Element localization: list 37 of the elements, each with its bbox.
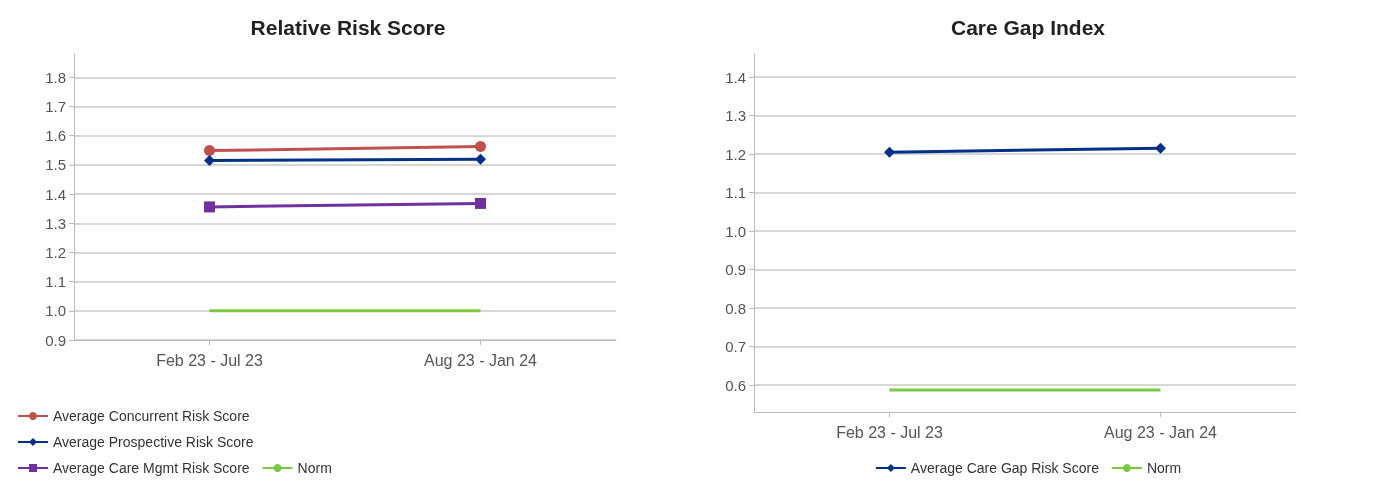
x-tick-label: Feb 23 - Jul 23 <box>836 423 943 441</box>
chart-title: Care Gap Index <box>950 16 1106 39</box>
y-tick-label: 1.7 <box>45 98 66 116</box>
point <box>475 153 486 165</box>
y-tick-label: 0.6 <box>725 376 746 394</box>
y-tick-label: 1.3 <box>725 107 746 125</box>
y-tick-label: 1.8 <box>45 68 66 86</box>
y-tick-label: 1.5 <box>45 156 66 174</box>
legend-label: Average Care Mgmt Risk Score <box>53 460 250 476</box>
point <box>475 141 486 153</box>
y-tick-label: 0.8 <box>725 299 746 317</box>
point <box>204 155 215 167</box>
x-tick-label: Aug 23 - Jan 24 <box>424 351 538 369</box>
point <box>475 197 486 209</box>
y-tick-label: 0.7 <box>725 338 746 356</box>
legend-label: Norm <box>297 460 332 476</box>
legend-label: Average Concurrent Risk Score <box>53 408 250 424</box>
legend-label: Average Prospective Risk Score <box>53 434 254 450</box>
y-tick-label: 1.6 <box>45 127 66 145</box>
y-tick-label: 0.9 <box>45 331 66 349</box>
y-tick-label: 1.2 <box>725 145 746 163</box>
x-tick-label: Feb 23 - Jul 23 <box>156 351 263 369</box>
point <box>204 145 215 157</box>
legend-label: Average Care Gap Risk Score <box>910 460 1100 476</box>
chart-title: Relative Risk Score <box>250 16 446 39</box>
y-tick-label: 1.3 <box>45 214 66 232</box>
y-tick-label: 1.1 <box>45 273 66 291</box>
y-tick-label: 1.0 <box>725 222 746 240</box>
y-tick-label: 1.4 <box>725 68 746 86</box>
x-tick-label: Aug 23 - Jan 24 <box>1104 423 1218 441</box>
point <box>204 201 215 213</box>
y-tick-label: 0.9 <box>725 261 746 279</box>
y-tick-label: 1.4 <box>45 185 66 203</box>
y-tick-label: 1.1 <box>725 184 746 202</box>
y-tick-label: 1.2 <box>45 243 66 261</box>
y-tick-label: 1.0 <box>45 302 66 320</box>
legend-label: Norm <box>1146 460 1182 476</box>
